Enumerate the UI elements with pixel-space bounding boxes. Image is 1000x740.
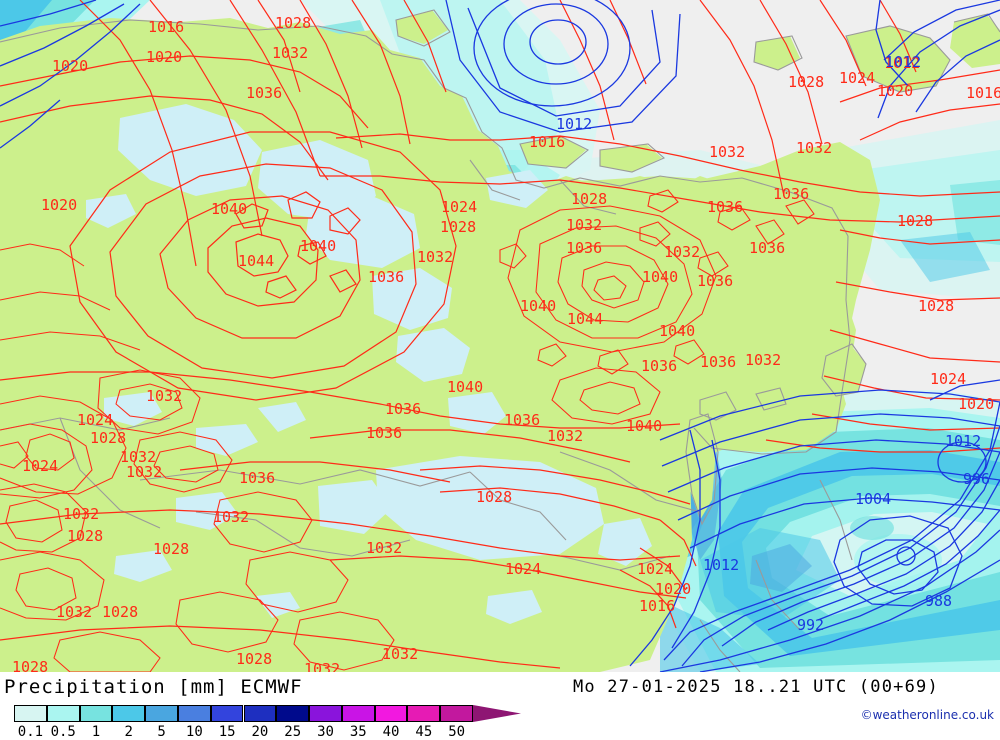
colorbar-tick: 5 bbox=[157, 724, 166, 740]
map-canvas bbox=[0, 0, 1000, 672]
colorbar-tick: 1 bbox=[91, 724, 101, 740]
colorbar-tick: 0.5 bbox=[50, 724, 76, 740]
colorbar-swatch[interactable] bbox=[276, 705, 310, 722]
colorbar-tick: 2 bbox=[124, 724, 133, 740]
colorbar-tick: 15 bbox=[218, 724, 236, 740]
colorbar-swatch[interactable] bbox=[145, 705, 178, 722]
map-footer: Precipitation [mm] ECMWF Mo 27-01-2025 1… bbox=[0, 672, 1000, 740]
colorbar-swatch[interactable] bbox=[79, 705, 113, 722]
product-title: Precipitation [mm] ECMWF bbox=[4, 676, 303, 698]
copyright-notice: ©weatheronline.co.uk bbox=[860, 708, 994, 722]
model-run-info: Mo 27-01-2025 18..21 UTC (00+69) bbox=[573, 677, 939, 697]
colorbar-swatch[interactable] bbox=[210, 705, 244, 722]
colorbar-tick: 25 bbox=[284, 724, 302, 740]
colorbar-swatch[interactable] bbox=[309, 705, 342, 722]
colorbar-arrow-icon bbox=[473, 705, 521, 722]
colorbar-swatch[interactable] bbox=[177, 705, 211, 722]
isobar-high-layer bbox=[0, 0, 1000, 672]
colorbar-tick: 35 bbox=[349, 724, 367, 740]
colorbar-tick: 45 bbox=[415, 724, 433, 740]
precipitation-colorbar[interactable] bbox=[14, 705, 473, 722]
colorbar-swatch[interactable] bbox=[341, 705, 375, 722]
colorbar-swatch[interactable] bbox=[407, 705, 441, 722]
isobar-low-layer bbox=[0, 0, 1000, 672]
colorbar-tick: 50 bbox=[448, 724, 466, 740]
precipitation-map[interactable]: 1016 1028 1020 1032 1036 1016 1028 1032 1024 1028… bbox=[0, 0, 1000, 672]
colorbar-tick: 30 bbox=[317, 724, 334, 740]
inland-water-layer bbox=[86, 104, 652, 624]
colorbar-swatch[interactable] bbox=[46, 705, 80, 722]
colorbar-tick: 10 bbox=[185, 724, 203, 740]
colorbar-tick: 0.1 bbox=[17, 724, 44, 740]
colorbar-swatch[interactable] bbox=[374, 705, 408, 722]
colorbar-tick-labels: 0.1 0.5 1 2 5 10 15 20 25 30 35 40 45 50 bbox=[0, 724, 520, 740]
colorbar-tick: 40 bbox=[382, 724, 400, 740]
precipitation-layer bbox=[0, 0, 1000, 672]
colorbar-swatch[interactable] bbox=[14, 705, 47, 722]
colorbar-swatch[interactable] bbox=[112, 705, 146, 722]
colorbar-swatch[interactable] bbox=[440, 705, 473, 722]
colorbar-swatch[interactable] bbox=[243, 705, 277, 722]
colorbar-tick: 20 bbox=[251, 724, 269, 740]
